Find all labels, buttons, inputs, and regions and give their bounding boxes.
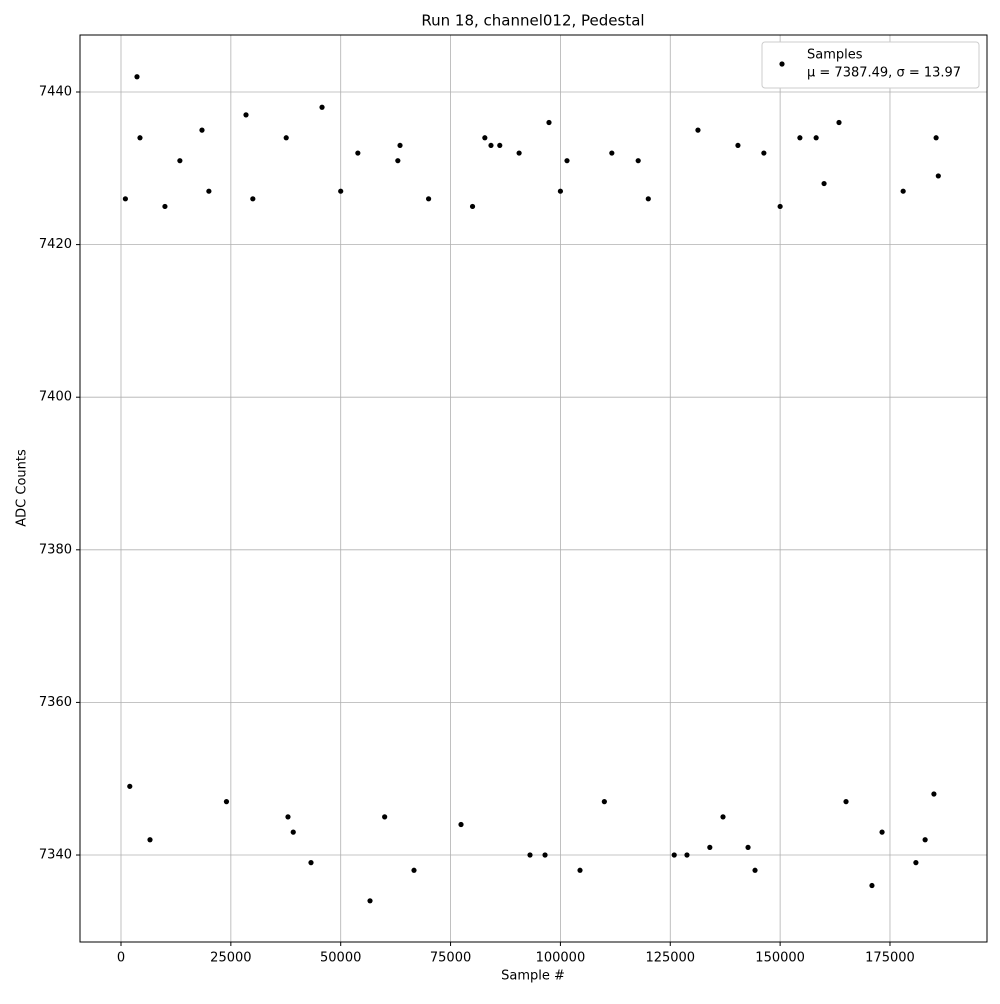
data-point — [250, 196, 256, 202]
x-tick-label: 75000 — [430, 951, 471, 966]
data-point — [147, 837, 153, 843]
data-point — [397, 142, 403, 149]
y-tick-label: 7360 — [39, 695, 72, 710]
data-point — [243, 112, 249, 118]
data-point — [122, 196, 128, 202]
data-point — [777, 203, 783, 210]
data-point — [382, 814, 388, 820]
data-point — [367, 898, 373, 904]
data-point — [752, 867, 758, 873]
data-point — [546, 119, 552, 126]
x-tick-label: 50000 — [320, 951, 361, 966]
y-tick-label: 7420 — [39, 237, 72, 252]
data-point — [516, 150, 522, 156]
data-point — [761, 150, 767, 156]
x-tick-label: 175000 — [865, 951, 915, 966]
legend-label: Samples — [807, 48, 863, 63]
data-point — [720, 814, 726, 820]
data-point — [177, 158, 183, 164]
data-point — [527, 852, 533, 858]
data-point — [458, 821, 464, 828]
y-axis-label: ADC Counts — [15, 449, 30, 527]
data-point — [557, 188, 564, 194]
data-point — [836, 119, 842, 126]
data-point — [933, 135, 939, 141]
x-tick-label: 100000 — [536, 951, 586, 966]
data-point — [497, 142, 503, 149]
data-point — [577, 867, 583, 873]
data-point — [127, 783, 133, 789]
chart-title: Run 18, channel012, Pedestal — [421, 12, 644, 30]
legend-box — [761, 41, 980, 89]
data-point — [469, 203, 476, 210]
data-point — [206, 188, 212, 194]
y-tick-label: 7400 — [39, 390, 72, 405]
data-point — [869, 882, 875, 889]
data-point — [707, 844, 713, 850]
data-point — [645, 196, 651, 202]
data-point — [162, 203, 168, 210]
data-point — [922, 837, 928, 843]
data-point — [355, 150, 361, 156]
data-point — [482, 135, 488, 141]
data-point — [308, 860, 314, 866]
data-point — [695, 127, 701, 133]
data-point — [283, 135, 289, 141]
x-tick-label: 25000 — [210, 951, 251, 966]
data-point — [285, 814, 291, 820]
data-point — [223, 799, 230, 805]
data-point — [879, 829, 885, 835]
data-point — [542, 852, 548, 858]
data-point — [134, 74, 140, 80]
legend-label: μ = 7387.49, σ = 13.97 — [807, 66, 961, 81]
data-point — [935, 173, 941, 179]
data-point — [931, 791, 937, 797]
data-point — [609, 150, 615, 156]
data-point — [684, 852, 690, 858]
data-point — [635, 158, 641, 164]
data-point — [671, 852, 677, 858]
data-point — [564, 158, 570, 164]
legend-marker — [779, 61, 785, 67]
data-point — [411, 867, 417, 873]
data-point — [821, 180, 827, 187]
data-point — [900, 188, 906, 194]
data-point — [319, 104, 325, 110]
data-point — [425, 196, 432, 202]
data-point — [395, 158, 401, 164]
data-point — [913, 860, 919, 866]
y-tick-label: 7380 — [39, 542, 72, 557]
y-tick-label: 7340 — [39, 848, 72, 863]
x-tick-label: 0 — [117, 951, 125, 966]
x-tick-label: 150000 — [755, 951, 805, 966]
x-tick-label: 125000 — [645, 951, 695, 966]
data-point — [843, 799, 849, 805]
plot-frame — [79, 34, 988, 943]
data-point — [199, 127, 205, 133]
data-point — [290, 829, 296, 835]
data-point — [137, 135, 143, 141]
data-point — [338, 188, 344, 194]
data-point — [601, 799, 607, 805]
data-point — [745, 844, 751, 850]
y-tick-label: 7440 — [39, 84, 72, 99]
data-point — [735, 142, 741, 149]
data-point — [813, 135, 819, 141]
data-point — [488, 142, 494, 149]
data-point — [797, 135, 803, 141]
x-axis-label: Sample # — [501, 969, 565, 984]
